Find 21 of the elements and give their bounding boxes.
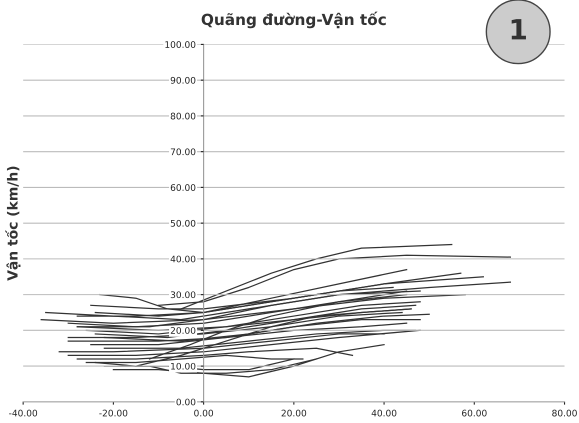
x-tick-label: 60.00: [462, 410, 487, 416]
y-tick-label: 30.00: [170, 291, 196, 298]
y-tick-label: 10.00: [171, 362, 196, 370]
chart-title: Quãng đường-Vận tốc: [202, 12, 386, 28]
y-tick-label: 50.00: [170, 220, 196, 227]
x-tick-label: -40.00: [9, 410, 38, 416]
text: 1: [512, 19, 526, 40]
y-axis-title: Vận tốc (km/h): [5, 166, 20, 281]
x-tick-label: 20.00: [282, 410, 306, 416]
x-tick-label: 0.00: [194, 410, 214, 416]
y-tick-label: 60.00: [170, 184, 196, 191]
y-tick-label: 20.00: [170, 327, 196, 334]
y-tick-label: 100.00: [165, 41, 196, 48]
y-tick-label: 40.00: [170, 256, 196, 262]
y-tick-label: 0.00: [176, 398, 196, 406]
y-tick-label: 80.00: [170, 112, 196, 120]
y-tick-label: 70.00: [170, 148, 196, 156]
x-tick-label: -20.00: [99, 410, 128, 416]
y-tick-label: 90.00: [170, 76, 196, 84]
x-tick-label: 80.00: [552, 410, 577, 416]
x-tick-label: 40.00: [372, 410, 396, 416]
